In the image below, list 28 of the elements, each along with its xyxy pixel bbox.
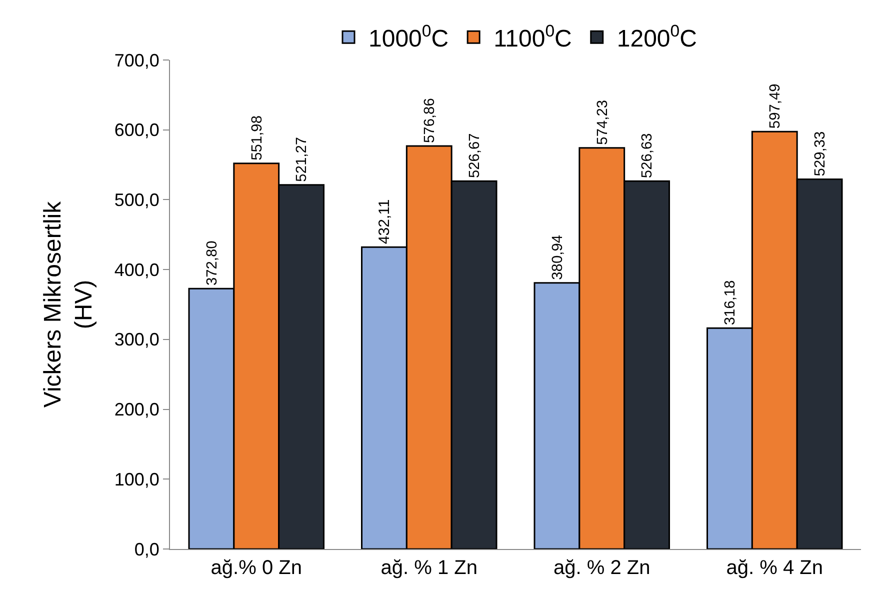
- legend-label: 1100$^{0}$C: [494, 21, 572, 52]
- data-label: 529,33: [812, 131, 828, 176]
- y-tick-label: 200,0: [114, 400, 160, 420]
- data-label: 372,80: [204, 240, 220, 286]
- y-tick-label: 500,0: [114, 190, 160, 210]
- x-tick-label: ağ. % 4 Zn: [726, 557, 823, 579]
- x-tick-label: ağ.% 0 Zn: [210, 557, 302, 579]
- y-tick-label: 600,0: [114, 120, 160, 140]
- data-label: 526,67: [466, 133, 483, 178]
- data-label: 380,94: [550, 234, 566, 280]
- legend-label: 1000$^{0}$C: [368, 21, 449, 52]
- x-tick-label: ağ. % 1 Zn: [380, 557, 478, 579]
- y-tick-label: 300,0: [114, 330, 160, 350]
- y-tick-label: 100,0: [114, 469, 160, 490]
- y-tick-label: 700,0: [114, 50, 160, 70]
- data-label: 432,11: [376, 199, 394, 244]
- y-tick-label: 400,0: [114, 260, 160, 280]
- data-label: 597,49: [768, 84, 784, 129]
- data-label: 576,86: [422, 98, 438, 144]
- data-label: 521,27: [294, 136, 310, 182]
- data-label: 551,98: [249, 116, 266, 160]
- data-label: 574,23: [594, 100, 611, 145]
- y-axis-title: Vickers Mikrosertlik (HV): [39, 200, 98, 408]
- y-tick-label: 0,0: [134, 539, 160, 560]
- legend-label: 1200$^{0}$C: [616, 21, 697, 52]
- data-label: 526,63: [640, 133, 656, 178]
- x-tick-label: ağ. % 2 Zn: [554, 557, 650, 579]
- data-label: 316,18: [722, 280, 739, 326]
